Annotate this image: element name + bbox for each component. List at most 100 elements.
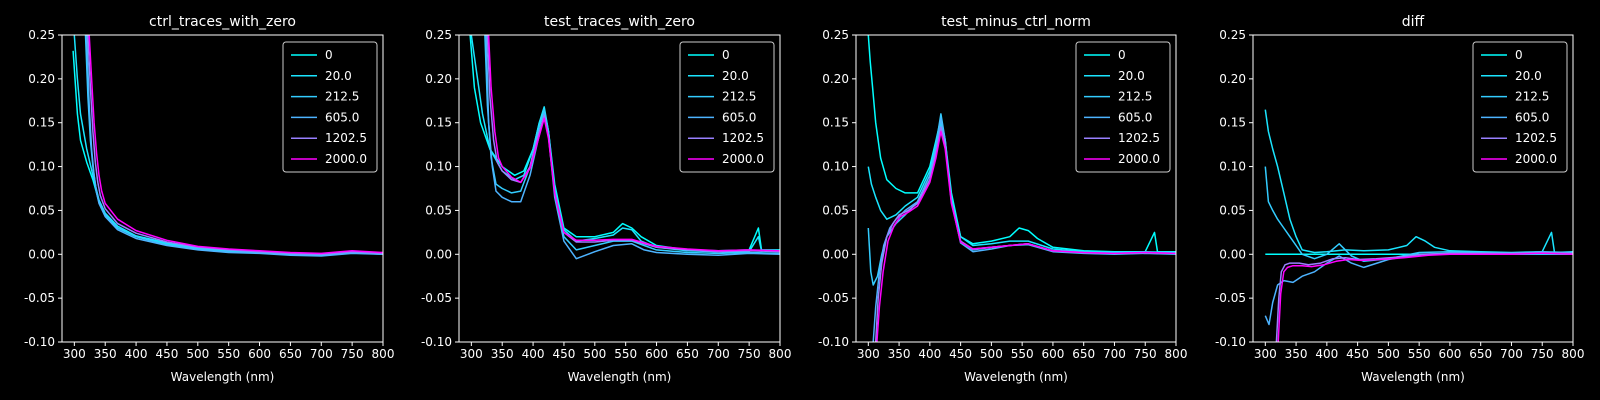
legend-box <box>1075 41 1171 173</box>
x-tick-label: 550 <box>614 347 637 361</box>
legend-entry: 20.0 <box>1515 69 1542 83</box>
x-tick-label: 350 <box>888 347 911 361</box>
series-lines <box>1264 109 1573 342</box>
y-tick-label: 0.00 <box>425 247 452 261</box>
y-tick-label: -0.10 <box>24 335 55 349</box>
legend-entry: 212.5 <box>1515 90 1549 104</box>
y-tick-label: 0.15 <box>425 116 452 130</box>
x-tick-label: 650 <box>1469 347 1492 361</box>
x-tick-label: 400 <box>125 347 148 361</box>
x-tick-label: 650 <box>676 347 699 361</box>
legend-entry: 0 <box>1515 48 1523 62</box>
x-tick-label: 650 <box>1072 347 1095 361</box>
axes-frame <box>61 34 384 343</box>
series-line-4 <box>1275 251 1573 342</box>
legend-entry: 212.5 <box>722 90 756 104</box>
chart-panel-1: 300 350 400 450 500 550 600 650 700 750 800 -0.10 -0… <box>421 14 792 384</box>
x-axis-label: Wavelength (nm) <box>1361 370 1465 384</box>
series-line-3 <box>85 35 383 257</box>
x-tick-label: 800 <box>1165 347 1188 361</box>
series-line-5 <box>876 130 1176 342</box>
x-tick-label: 500 <box>186 347 209 361</box>
y-tick-label: 0.20 <box>28 72 55 86</box>
y-tick-label: 0.15 <box>822 116 849 130</box>
x-tick-label: 750 <box>738 347 761 361</box>
legend-entry: 212.5 <box>325 90 359 104</box>
series-line-3 <box>1264 251 1573 326</box>
legend-entry: 1202.5 <box>1118 131 1160 145</box>
y-tick-label: -0.05 <box>421 291 452 305</box>
y-tick-label: 0.05 <box>28 203 55 217</box>
x-tick-label: 350 <box>491 347 514 361</box>
x-tick-label: 550 <box>217 347 240 361</box>
legend-entry: 0 <box>325 48 333 62</box>
series-lines <box>72 35 383 257</box>
x-tick-label: 500 <box>1377 347 1400 361</box>
legend-entry: 20.0 <box>722 69 749 83</box>
y-tick-label: 0.25 <box>425 28 452 42</box>
x-tick-label: 550 <box>1408 347 1431 361</box>
x-tick-label: 600 <box>248 347 271 361</box>
chart-title: test_traces_with_zero <box>544 14 695 30</box>
chart-title: diff <box>1402 14 1425 30</box>
legend-entry: 1202.5 <box>722 131 764 145</box>
legend: 0 20.0 212.5 605.0 1202.5 2000.0 <box>679 41 775 173</box>
legend-entry: 2000.0 <box>722 152 764 166</box>
x-tick-label: 750 <box>1134 347 1157 361</box>
axes-frame <box>458 34 781 343</box>
x-tick-label: 450 <box>155 347 178 361</box>
legend-box <box>1472 41 1568 173</box>
legend: 0 20.0 212.5 605.0 1202.5 2000.0 <box>1472 41 1568 173</box>
x-tick-label: 700 <box>1103 347 1126 361</box>
y-tick-label: -0.05 <box>24 291 55 305</box>
chart-panel-0: 300 350 400 450 500 550 600 650 700 750 800 -0.10 -0… <box>24 14 395 384</box>
y-tick-label: 0.25 <box>28 28 55 42</box>
y-tick-label: 0.15 <box>1219 116 1246 130</box>
series-lines <box>469 35 780 260</box>
chart-panel-2: 300 350 400 450 500 550 600 650 700 750 800 -0.10 -0… <box>818 14 1188 384</box>
x-axis-label: Wavelength (nm) <box>171 370 275 384</box>
legend-entry: 1202.5 <box>325 131 367 145</box>
y-tick-label: 0.25 <box>822 28 849 42</box>
x-tick-label: 300 <box>1254 347 1277 361</box>
x-tick-label: 300 <box>857 347 880 361</box>
y-tick-label: 0.05 <box>1219 203 1246 217</box>
legend-entry: 605.0 <box>1118 110 1152 124</box>
series-line-5 <box>1277 252 1573 342</box>
legend-entry: 605.0 <box>325 110 359 124</box>
x-tick-label: 350 <box>94 347 117 361</box>
x-tick-label: 800 <box>372 347 395 361</box>
y-tick-label: 0.20 <box>822 72 849 86</box>
x-tick-label: 750 <box>341 347 364 361</box>
x-tick-label: 300 <box>63 347 86 361</box>
legend-entry: 1202.5 <box>1515 131 1557 145</box>
y-tick-label: 0.20 <box>425 72 452 86</box>
y-tick-label: 0.00 <box>822 247 849 261</box>
x-tick-label: 650 <box>279 347 302 361</box>
legend-entry: 20.0 <box>1118 69 1145 83</box>
y-tick-label: 0.25 <box>1219 28 1246 42</box>
x-axis-label: Wavelength (nm) <box>964 370 1068 384</box>
series-line-5 <box>487 35 780 252</box>
legend-entry: 2000.0 <box>325 152 367 166</box>
y-tick-label: 0.10 <box>425 160 452 174</box>
legend-entry: 2000.0 <box>1118 152 1160 166</box>
legend-entry: 0 <box>1118 48 1126 62</box>
y-tick-label: 0.05 <box>822 203 849 217</box>
x-tick-label: 700 <box>310 347 333 361</box>
y-tick-label: -0.05 <box>1215 291 1246 305</box>
legend: 0 20.0 212.5 605.0 1202.5 2000.0 <box>282 41 378 173</box>
x-tick-label: 350 <box>1285 347 1308 361</box>
x-tick-label: 600 <box>1438 347 1461 361</box>
y-tick-label: -0.05 <box>818 291 849 305</box>
x-tick-label: 600 <box>1041 347 1064 361</box>
x-tick-label: 500 <box>980 347 1003 361</box>
series-line-4 <box>87 35 383 256</box>
series-line-5 <box>88 35 383 255</box>
x-tick-label: 300 <box>460 347 483 361</box>
y-tick-label: 0.10 <box>28 160 55 174</box>
series-lines <box>867 35 1176 342</box>
x-tick-label: 450 <box>949 347 972 361</box>
legend-entry: 605.0 <box>1515 110 1549 124</box>
